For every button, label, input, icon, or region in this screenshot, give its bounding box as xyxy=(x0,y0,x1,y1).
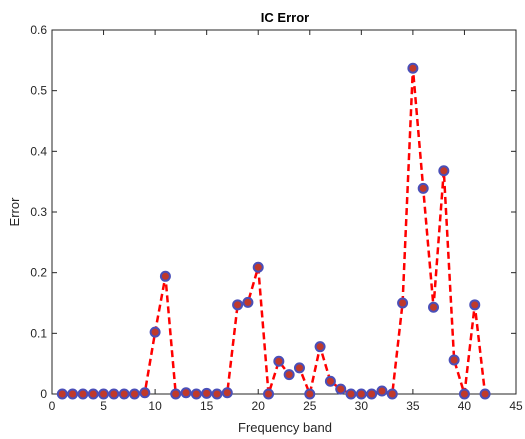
data-point xyxy=(283,369,295,381)
data-point xyxy=(469,299,481,311)
data-point xyxy=(211,388,223,400)
data-point xyxy=(273,355,285,367)
x-tick-label: 10 xyxy=(148,399,162,413)
y-axis-label: Error xyxy=(7,197,22,227)
data-point xyxy=(314,341,326,353)
data-point xyxy=(335,383,347,395)
x-tick-label: 25 xyxy=(303,399,317,413)
data-point xyxy=(242,296,254,308)
y-tick-label: 0.2 xyxy=(30,266,47,280)
data-point xyxy=(252,261,264,273)
y-axis: 0 0.1 0.2 0.3 0.4 0.5 0.6 xyxy=(30,23,516,401)
data-point xyxy=(56,388,68,400)
data-point xyxy=(458,388,470,400)
data-point xyxy=(77,388,89,400)
series-markers xyxy=(56,62,491,400)
x-tick-label: 35 xyxy=(406,399,420,413)
y-tick-label: 0.6 xyxy=(30,23,47,37)
data-point xyxy=(304,388,316,400)
data-point xyxy=(293,362,305,374)
data-point xyxy=(190,388,202,400)
data-point xyxy=(428,301,440,313)
data-point xyxy=(438,165,450,177)
data-point xyxy=(407,62,419,74)
x-tick-label: 5 xyxy=(100,399,107,413)
data-point xyxy=(221,387,233,399)
plot-area xyxy=(51,29,517,395)
data-point xyxy=(417,182,429,194)
x-tick-label: 15 xyxy=(200,399,214,413)
data-point xyxy=(376,385,388,397)
data-point xyxy=(448,354,460,366)
data-point xyxy=(397,297,409,309)
x-tick-label: 30 xyxy=(355,399,369,413)
data-point xyxy=(479,388,491,400)
y-tick-label: 0.1 xyxy=(30,326,47,340)
data-point xyxy=(139,387,151,399)
x-tick-label: 45 xyxy=(509,399,523,413)
data-point xyxy=(98,388,110,400)
data-point xyxy=(108,388,120,400)
data-point xyxy=(149,326,161,338)
data-point xyxy=(201,387,213,399)
data-point xyxy=(345,388,357,400)
y-tick-label: 0.4 xyxy=(30,144,47,158)
data-point xyxy=(170,388,182,400)
y-tick-label: 0.3 xyxy=(30,205,47,219)
x-tick-label: 40 xyxy=(458,399,472,413)
y-tick-label: 0 xyxy=(40,387,47,401)
data-point xyxy=(355,388,367,400)
y-tick-label: 0.5 xyxy=(30,84,47,98)
x-axis: 0 5 10 15 20 25 30 35 40 45 xyxy=(49,30,523,413)
x-tick-label: 0 xyxy=(49,399,56,413)
data-point xyxy=(180,387,192,399)
data-point xyxy=(324,375,336,387)
data-point xyxy=(87,388,99,400)
data-point xyxy=(118,388,130,400)
data-point xyxy=(128,388,140,400)
x-axis-label: Frequency band xyxy=(238,420,332,435)
data-point xyxy=(366,388,378,400)
data-point xyxy=(67,388,79,400)
data-point xyxy=(386,388,398,400)
chart-title: IC Error xyxy=(261,10,309,25)
data-point xyxy=(232,299,244,311)
data-point xyxy=(263,388,275,400)
x-tick-label: 20 xyxy=(252,399,266,413)
data-point xyxy=(159,270,171,282)
